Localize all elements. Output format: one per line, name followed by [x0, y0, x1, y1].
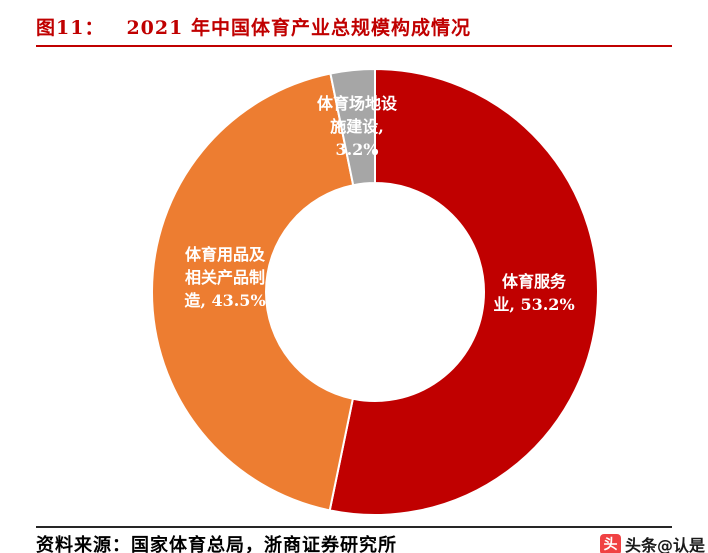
- slice-label-venues-construction: 体育场地设 施建设, 3.2%: [316, 94, 397, 159]
- source-note: 资料来源：国家体育总局，浙商证券研究所: [36, 535, 397, 553]
- pie-slice-sports-services: [328, 67, 599, 516]
- pie-slice-venues-construction: [329, 67, 376, 187]
- pie-slice-goods-manufacturing: [150, 72, 355, 512]
- figure-header: 图11： 2021 年中国体育产业总规模构成情况: [36, 13, 471, 40]
- header-divider: [36, 45, 672, 47]
- toutiao-logo-icon: 头: [599, 533, 621, 553]
- footer-divider: [36, 526, 672, 528]
- watermark-text: 头条@认是: [624, 536, 705, 553]
- figure-title: 2021 年中国体育产业总规模构成情况: [126, 17, 471, 39]
- figure-number: 图11：: [36, 17, 105, 39]
- watermark: 头 头条@认是: [599, 532, 705, 553]
- slice-label-sports-services: 体育服务 业, 53.2%: [493, 272, 575, 314]
- slice-label-goods-manufacturing: 体育用品及 相关产品制 造, 43.5%: [184, 245, 266, 310]
